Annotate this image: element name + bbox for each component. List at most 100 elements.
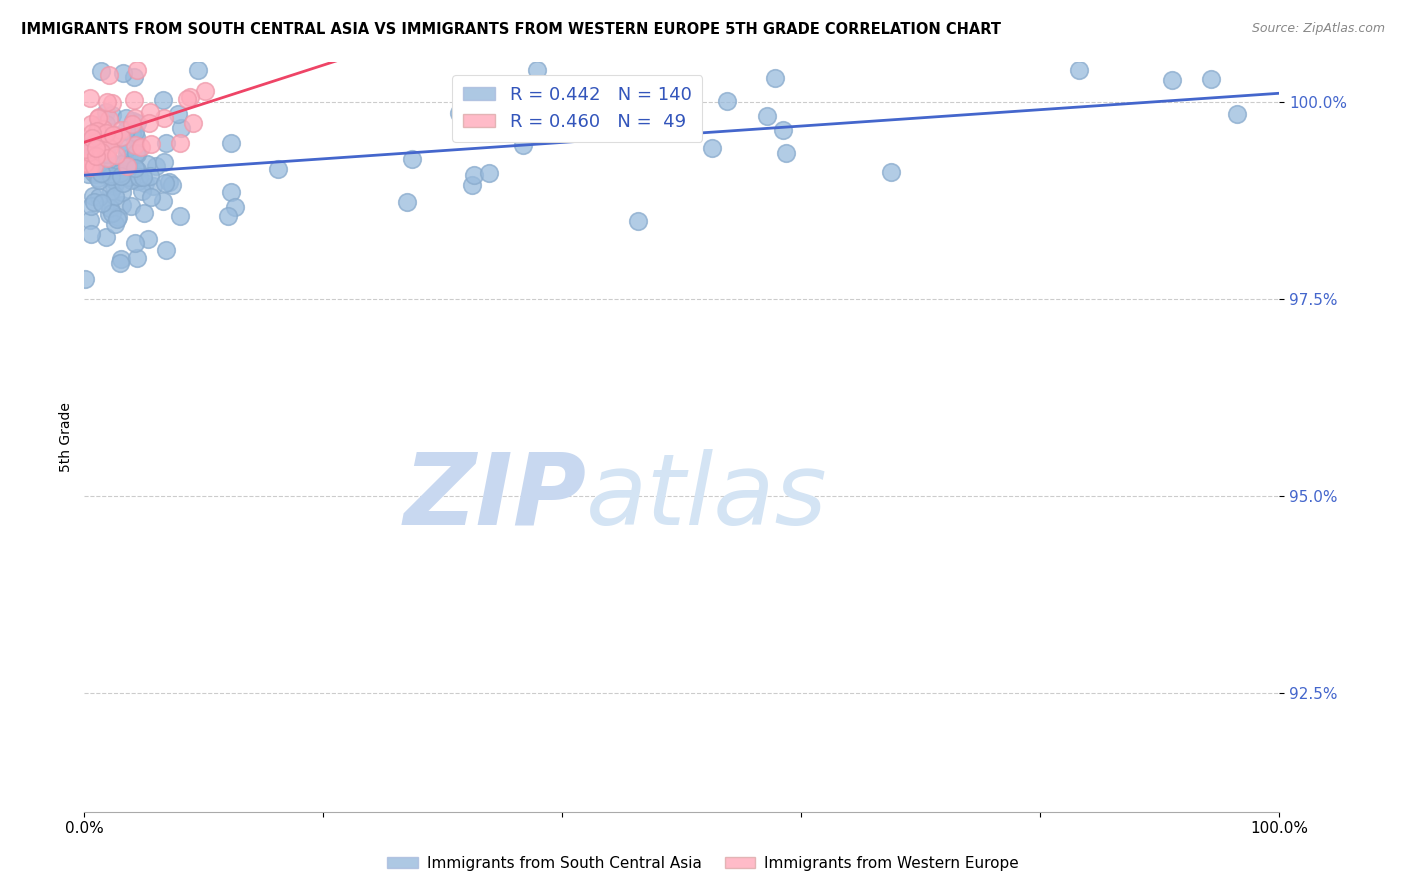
Point — [124, 93, 146, 107]
Point — [115, 141, 138, 155]
Point — [82, 165, 104, 179]
Point — [79, 160, 101, 174]
Point — [100, 108, 122, 122]
Point — [100, 96, 122, 111]
Point — [87, 171, 110, 186]
Legend: Immigrants from South Central Asia, Immigrants from Western Europe: Immigrants from South Central Asia, Immi… — [381, 850, 1025, 877]
Point — [122, 114, 145, 128]
Point — [104, 189, 127, 203]
Point — [98, 193, 121, 207]
Point — [86, 152, 108, 166]
Point — [84, 149, 107, 163]
Point — [98, 68, 121, 82]
Point — [700, 141, 723, 155]
Point — [94, 136, 117, 150]
Point — [108, 256, 131, 270]
Point — [169, 136, 191, 150]
Point — [1160, 72, 1182, 87]
Point — [142, 178, 165, 193]
Point — [96, 95, 118, 110]
Point — [80, 117, 103, 131]
Point — [82, 137, 104, 152]
Point — [110, 252, 132, 266]
Point — [124, 70, 146, 84]
Point — [107, 210, 129, 224]
Point — [121, 127, 143, 141]
Point — [117, 170, 139, 185]
Point — [96, 146, 118, 161]
Point — [153, 155, 176, 169]
Point — [763, 71, 786, 86]
Point — [87, 111, 110, 125]
Point — [96, 127, 118, 141]
Point — [396, 194, 419, 209]
Point — [135, 157, 157, 171]
Y-axis label: 5th Grade: 5th Grade — [59, 402, 73, 472]
Point — [87, 130, 110, 145]
Point — [120, 199, 142, 213]
Point — [463, 168, 485, 182]
Point — [104, 175, 127, 189]
Point — [83, 195, 105, 210]
Point — [77, 153, 100, 167]
Point — [86, 126, 108, 140]
Text: Source: ZipAtlas.com: Source: ZipAtlas.com — [1251, 22, 1385, 36]
Point — [86, 135, 108, 149]
Point — [91, 161, 114, 175]
Point — [124, 161, 146, 175]
Point — [124, 111, 146, 125]
Point — [96, 151, 118, 165]
Point — [115, 159, 138, 173]
Point — [1069, 63, 1091, 78]
Point — [125, 129, 148, 144]
Point — [170, 120, 193, 135]
Point — [105, 148, 128, 162]
Point — [879, 165, 901, 179]
Point — [87, 118, 110, 132]
Point — [627, 214, 650, 228]
Point — [77, 157, 100, 171]
Point — [115, 112, 138, 126]
Point — [103, 128, 125, 142]
Point — [117, 157, 139, 171]
Point — [86, 111, 108, 125]
Point — [153, 111, 176, 125]
Point — [79, 91, 101, 105]
Point — [221, 185, 243, 199]
Point — [112, 65, 135, 79]
Point — [134, 176, 156, 190]
Point — [124, 145, 146, 160]
Point — [585, 121, 607, 136]
Point — [73, 142, 96, 156]
Point — [110, 169, 132, 184]
Point — [104, 129, 127, 144]
Point — [79, 145, 101, 159]
Point — [90, 135, 112, 149]
Point — [94, 105, 117, 120]
Point — [101, 206, 124, 220]
Point — [80, 127, 103, 141]
Point — [155, 176, 177, 190]
Point — [84, 167, 107, 181]
Point — [139, 189, 162, 203]
Text: ZIP: ZIP — [404, 449, 586, 546]
Point — [94, 161, 117, 175]
Point — [129, 140, 152, 154]
Point — [460, 178, 482, 193]
Point — [139, 169, 162, 184]
Point — [127, 251, 149, 265]
Point — [98, 202, 121, 216]
Point — [145, 160, 167, 174]
Point — [755, 110, 778, 124]
Point — [87, 190, 110, 204]
Point — [111, 176, 134, 190]
Point — [167, 107, 190, 121]
Point — [83, 160, 105, 174]
Point — [115, 146, 138, 161]
Text: IMMIGRANTS FROM SOUTH CENTRAL ASIA VS IMMIGRANTS FROM WESTERN EUROPE 5TH GRADE C: IMMIGRANTS FROM SOUTH CENTRAL ASIA VS IM… — [21, 22, 1001, 37]
Point — [124, 138, 146, 153]
Point — [772, 122, 794, 136]
Point — [91, 128, 114, 143]
Point — [125, 116, 148, 130]
Point — [115, 161, 138, 175]
